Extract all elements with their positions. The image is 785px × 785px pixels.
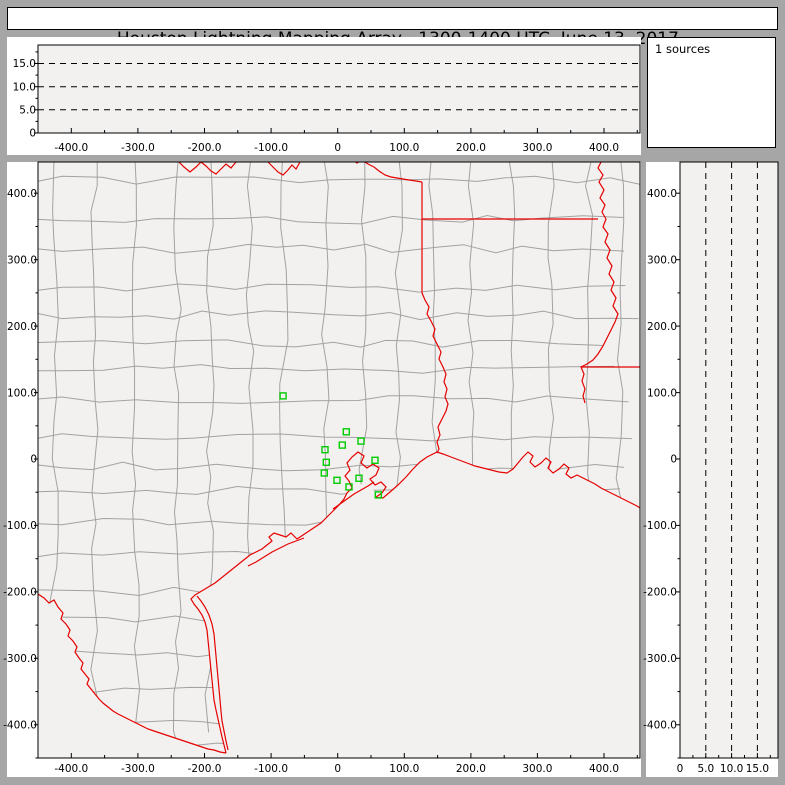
x-tick-label: 10.0 bbox=[720, 763, 743, 775]
x-tick-label: -300.0 bbox=[121, 142, 155, 154]
y-tick-label: -300.0 bbox=[643, 653, 677, 665]
lma-station-marker bbox=[342, 428, 350, 436]
sources-panel: 1 sources bbox=[647, 37, 776, 148]
ew-altitude-panel: -400.0 -300.0 -200.0 -100.0 0 100.0 200.0 300.0… bbox=[7, 37, 641, 155]
y-tick-label: -100.0 bbox=[643, 520, 677, 532]
y-tick-label: 0 bbox=[30, 454, 37, 466]
x-tick-label: 200.0 bbox=[456, 763, 486, 775]
x-tick-label: 100.0 bbox=[389, 763, 419, 775]
plot-border bbox=[37, 161, 641, 759]
y-tick-label: 0 bbox=[29, 128, 36, 140]
y-tick-label: -200.0 bbox=[3, 587, 37, 599]
y-tick-label: -300.0 bbox=[3, 653, 37, 665]
axis-tick-labels: -400.0 -300.0 -200.0 -100.0 0 100.0 200.0 300.0… bbox=[13, 58, 619, 154]
y-tick-label: -200.0 bbox=[643, 587, 677, 599]
y-tick-label: -400.0 bbox=[643, 720, 677, 732]
minor-ticks bbox=[35, 226, 638, 759]
y-tick-label: 0 bbox=[670, 454, 677, 466]
lma-station-marker bbox=[333, 476, 341, 484]
x-tick-label: 0 bbox=[334, 142, 341, 154]
lma-station-marker bbox=[345, 483, 353, 491]
x-tick-label: 400.0 bbox=[589, 142, 619, 154]
lma-station-marker bbox=[374, 491, 382, 499]
y-tick-label: 300.0 bbox=[7, 254, 37, 266]
x-tick-label: 15.0 bbox=[746, 763, 769, 775]
lma-station-marker bbox=[279, 392, 287, 400]
x-tick-label: -100.0 bbox=[254, 142, 288, 154]
minor-ticks bbox=[677, 226, 771, 759]
y-tick-label: 100.0 bbox=[7, 387, 37, 399]
ns-altitude-panel: 0 5.0 10.0 15.0 400.0 300.0 200.0 100.0 0 -100.0 -… bbox=[643, 161, 779, 777]
y-tick-label: 200.0 bbox=[7, 321, 37, 333]
x-tick-label: -200.0 bbox=[188, 142, 222, 154]
y-tick-label: 400.0 bbox=[647, 188, 677, 200]
altitude-gridlines bbox=[705, 162, 758, 758]
lma-stations-layer bbox=[279, 392, 382, 499]
boundary-coast bbox=[190, 451, 640, 754]
lma-station-marker bbox=[357, 437, 365, 445]
x-tick-label: -300.0 bbox=[121, 763, 155, 775]
axis-tick-labels: 0 5.0 10.0 15.0 400.0 300.0 200.0 100.0 0 -100.0 -… bbox=[643, 188, 769, 775]
plan-view-map-panel: -400.0 -300.0 -200.0 -100.0 0 100.0 200.0 300.0… bbox=[3, 161, 641, 777]
boundary-mississippi bbox=[580, 162, 619, 404]
lma-station-marker bbox=[355, 474, 363, 482]
y-tick-label: 10.0 bbox=[13, 81, 36, 93]
boundary-padre-island bbox=[196, 595, 229, 751]
y-tick-label: -400.0 bbox=[3, 720, 37, 732]
plot-background bbox=[38, 162, 640, 758]
county-boundaries-layer bbox=[38, 162, 640, 753]
x-tick-label: 400.0 bbox=[589, 763, 619, 775]
x-tick-label: -200.0 bbox=[188, 763, 222, 775]
boundary-rio-grande bbox=[38, 593, 227, 754]
x-tick-label: 200.0 bbox=[456, 142, 486, 154]
lma-station-marker bbox=[371, 456, 379, 464]
x-tick-label: -400.0 bbox=[54, 142, 88, 154]
altitude-gridlines bbox=[38, 63, 640, 111]
y-tick-label: 15.0 bbox=[13, 58, 36, 70]
x-tick-label: 0 bbox=[677, 763, 684, 775]
lma-station-marker bbox=[322, 458, 330, 466]
x-tick-label: -100.0 bbox=[254, 763, 288, 775]
x-tick-label: 300.0 bbox=[522, 142, 552, 154]
lma-station-marker bbox=[320, 469, 328, 477]
y-tick-label: 100.0 bbox=[647, 387, 677, 399]
lma-station-marker bbox=[338, 441, 346, 449]
x-tick-label: 300.0 bbox=[522, 763, 552, 775]
y-tick-label: 200.0 bbox=[647, 321, 677, 333]
y-tick-label: 400.0 bbox=[7, 188, 37, 200]
state-boundaries-layer bbox=[38, 162, 640, 754]
x-tick-label: 5.0 bbox=[697, 763, 714, 775]
minor-ticks bbox=[35, 51, 638, 133]
plot-border bbox=[37, 44, 641, 134]
y-tick-label: 5.0 bbox=[19, 105, 36, 117]
sources-count-label: 1 sources bbox=[655, 42, 711, 56]
x-tick-label: -400.0 bbox=[54, 763, 88, 775]
axis-tick-labels: -400.0 -300.0 -200.0 -100.0 0 100.0 200.0 300.0… bbox=[3, 188, 619, 775]
y-tick-label: 300.0 bbox=[647, 254, 677, 266]
y-tick-label: -100.0 bbox=[3, 520, 37, 532]
boundary-meridian-sabine bbox=[421, 182, 449, 454]
boundary-galveston-island bbox=[332, 481, 375, 510]
boundary-matagorda-island bbox=[247, 537, 305, 567]
lma-station-marker bbox=[321, 446, 329, 454]
plot-background bbox=[38, 45, 640, 133]
x-tick-label: 0 bbox=[334, 763, 341, 775]
plot-background bbox=[680, 162, 778, 758]
plot-border bbox=[679, 161, 779, 759]
boundary-red-river bbox=[178, 162, 423, 183]
x-tick-label: 100.0 bbox=[389, 142, 419, 154]
